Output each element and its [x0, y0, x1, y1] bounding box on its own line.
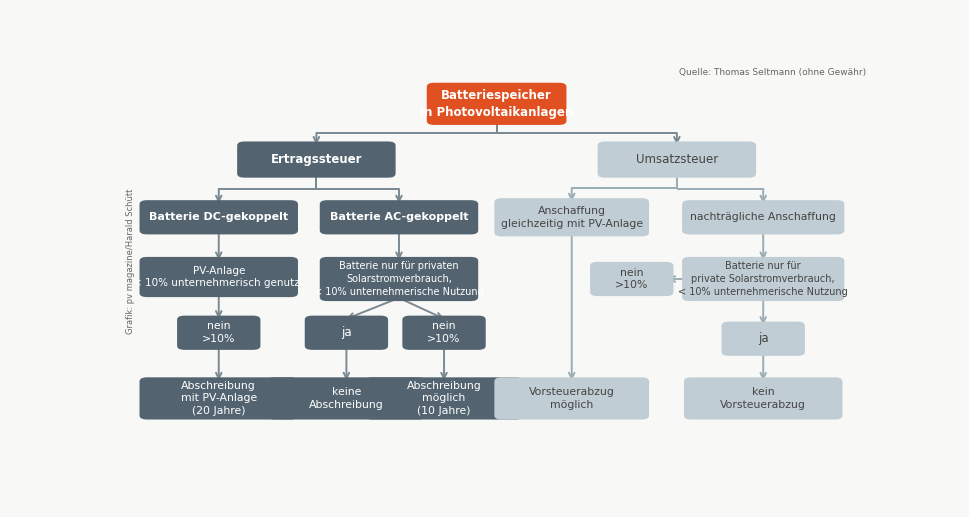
Text: Batterie AC-gekoppelt: Batterie AC-gekoppelt	[329, 212, 468, 222]
FancyBboxPatch shape	[682, 200, 844, 234]
Text: Anschaffung
gleichzeitig mit PV-Anlage: Anschaffung gleichzeitig mit PV-Anlage	[501, 206, 642, 229]
Text: ja: ja	[758, 332, 768, 345]
Text: nein
>10%: nein >10%	[615, 268, 648, 291]
FancyBboxPatch shape	[140, 257, 298, 297]
FancyBboxPatch shape	[494, 377, 649, 419]
Text: Quelle: Thomas Seltmann (ohne Gewähr): Quelle: Thomas Seltmann (ohne Gewähr)	[679, 68, 866, 77]
Text: Vorsteuerabzug
möglich: Vorsteuerabzug möglich	[529, 387, 614, 410]
FancyBboxPatch shape	[494, 198, 649, 236]
FancyBboxPatch shape	[320, 257, 479, 301]
FancyBboxPatch shape	[177, 315, 261, 350]
Text: Umsatzsteuer: Umsatzsteuer	[636, 153, 718, 166]
Text: Batterie DC-gekoppelt: Batterie DC-gekoppelt	[149, 212, 289, 222]
Text: keine
Abschreibung: keine Abschreibung	[309, 387, 384, 410]
FancyBboxPatch shape	[426, 83, 567, 125]
FancyBboxPatch shape	[722, 322, 805, 356]
FancyBboxPatch shape	[684, 377, 842, 419]
Text: kein
Vorsteuerabzug: kein Vorsteuerabzug	[720, 387, 806, 410]
Text: ja: ja	[341, 326, 352, 339]
FancyBboxPatch shape	[267, 377, 425, 419]
Text: Ertragssteuer: Ertragssteuer	[270, 153, 362, 166]
Text: nachträgliche Anschaffung: nachträgliche Anschaffung	[690, 212, 836, 222]
Text: PV-Anlage
< 10% unternehmerisch genutzt: PV-Anlage < 10% unternehmerisch genutzt	[134, 266, 304, 288]
Text: Grafik: pv magazine/Harald Schütt: Grafik: pv magazine/Harald Schütt	[126, 188, 135, 334]
Text: Batterie nur für
private Solarstromverbrauch,
< 10% unternehmerische Nutzung: Batterie nur für private Solarstromverbr…	[678, 261, 848, 297]
FancyBboxPatch shape	[682, 257, 844, 301]
FancyBboxPatch shape	[320, 200, 479, 234]
Text: Abschreibung
möglich
(10 Jahre): Abschreibung möglich (10 Jahre)	[407, 381, 482, 416]
Text: Batteriespeicher
in Photovoltaikanlagen: Batteriespeicher in Photovoltaikanlagen	[420, 89, 574, 118]
FancyBboxPatch shape	[364, 377, 523, 419]
FancyBboxPatch shape	[590, 262, 673, 296]
FancyBboxPatch shape	[304, 315, 389, 350]
Text: nein
>10%: nein >10%	[427, 322, 460, 344]
Text: Batterie nur für privaten
Solarstromverbrauch,
< 10% unternehmerische Nutzung: Batterie nur für privaten Solarstromverb…	[314, 261, 484, 297]
Text: nein
>10%: nein >10%	[203, 322, 235, 344]
Text: Abschreibung
mit PV-Anlage
(20 Jahre): Abschreibung mit PV-Anlage (20 Jahre)	[180, 381, 257, 416]
FancyBboxPatch shape	[598, 142, 756, 178]
FancyBboxPatch shape	[140, 200, 298, 234]
FancyBboxPatch shape	[402, 315, 485, 350]
FancyBboxPatch shape	[140, 377, 298, 419]
FancyBboxPatch shape	[237, 142, 395, 178]
